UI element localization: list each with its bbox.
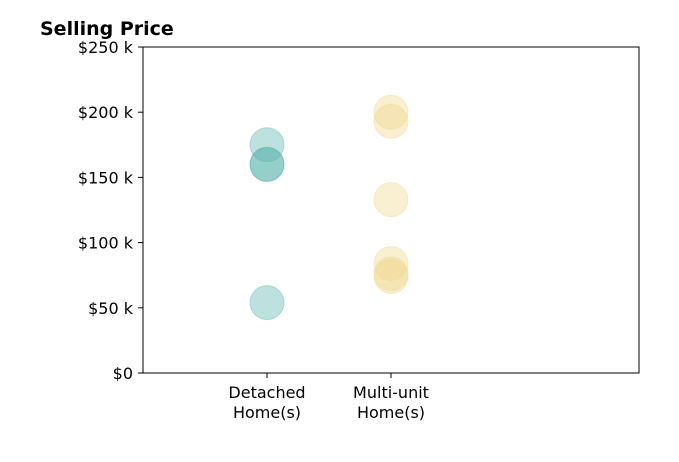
data-point: [249, 285, 285, 321]
data-point: [373, 256, 409, 292]
y-axis: $0 $50 k $100 k $150 k $200 k $250 k: [78, 38, 143, 383]
y-tick-label: $0: [113, 364, 133, 383]
data-point: [373, 259, 409, 295]
y-tick-label: $250 k: [78, 38, 134, 57]
chart-title: Selling Price: [40, 18, 174, 40]
x-tick-label: Home(s): [357, 403, 425, 422]
y-tick-label: $150 k: [78, 168, 134, 187]
data-point: [373, 103, 409, 139]
x-tick-label: Multi-unit: [353, 383, 429, 402]
data-point: [249, 127, 285, 163]
data-point: [373, 182, 409, 218]
y-tick-label: $200 k: [78, 103, 134, 122]
data-point: [373, 245, 409, 281]
y-tick-label: $100 k: [78, 234, 134, 253]
x-tick-label: Home(s): [233, 403, 301, 422]
plot-frame: [142, 46, 640, 374]
data-point: [249, 146, 285, 182]
data-point: [373, 94, 409, 130]
data-point: [249, 146, 285, 182]
y-tick-label: $50 k: [88, 299, 134, 318]
data-points: [249, 94, 409, 321]
x-tick-label: Detached: [228, 383, 305, 402]
